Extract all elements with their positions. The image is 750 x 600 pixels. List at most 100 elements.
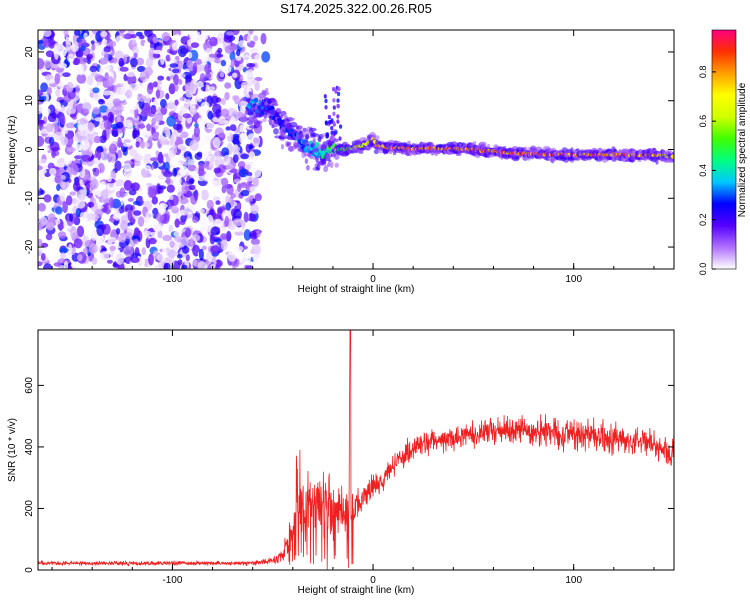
noise-blob bbox=[100, 251, 110, 261]
noise-blob bbox=[144, 165, 152, 171]
noise-blob bbox=[189, 98, 196, 109]
noise-blob bbox=[92, 167, 100, 177]
noise-blob bbox=[120, 220, 128, 232]
colorbar-tick-label: 0.2 bbox=[698, 213, 708, 226]
noise-blob bbox=[130, 57, 138, 68]
noise-blob bbox=[133, 200, 141, 206]
noise-blob bbox=[71, 263, 78, 269]
noise-blob bbox=[245, 164, 251, 170]
ridge-streak bbox=[336, 98, 340, 103]
noise-blob bbox=[245, 69, 255, 78]
noise-blob bbox=[180, 214, 187, 223]
noise-blob bbox=[235, 249, 243, 259]
noise-blob bbox=[201, 245, 207, 251]
noise-blob bbox=[189, 236, 194, 248]
noise-blob bbox=[53, 262, 62, 267]
noise-blob bbox=[202, 118, 208, 125]
noise-blob bbox=[249, 48, 259, 54]
ridge-halo bbox=[262, 118, 267, 122]
noise-blob bbox=[210, 245, 220, 254]
noise-blob bbox=[233, 154, 239, 164]
noise-blob bbox=[206, 251, 212, 261]
noise-blob bbox=[39, 170, 45, 181]
noise-blob bbox=[210, 226, 221, 236]
noise-blob bbox=[115, 105, 123, 117]
noise-blob bbox=[136, 95, 147, 102]
noise-blob bbox=[83, 134, 89, 145]
y-tick-label: 400 bbox=[24, 438, 35, 455]
noise-blob bbox=[62, 201, 68, 214]
noise-blob bbox=[160, 106, 168, 115]
noise-blob bbox=[173, 74, 179, 86]
noise-blob bbox=[180, 236, 189, 246]
noise-blob bbox=[240, 189, 250, 197]
noise-blob bbox=[162, 246, 167, 259]
noise-blob bbox=[224, 215, 230, 227]
ridge-streak bbox=[324, 105, 328, 110]
ridge-streak bbox=[337, 86, 341, 92]
noise-blob bbox=[180, 210, 188, 216]
noise-blob bbox=[55, 101, 62, 112]
snr-plot-area bbox=[38, 330, 674, 570]
noise-blob bbox=[201, 56, 209, 64]
noise-blob bbox=[42, 30, 52, 38]
noise-blob bbox=[194, 167, 200, 172]
noise-blob bbox=[97, 149, 102, 161]
noise-blob bbox=[63, 30, 69, 38]
noise-blob bbox=[123, 33, 133, 40]
noise-blob bbox=[125, 89, 133, 99]
noise-blob bbox=[254, 42, 261, 49]
noise-blob bbox=[67, 53, 75, 63]
noise-blob bbox=[174, 83, 179, 92]
noise-blob bbox=[252, 177, 259, 187]
noise-blob bbox=[179, 106, 187, 113]
noise-blob bbox=[108, 143, 118, 155]
noise-blob bbox=[83, 212, 88, 219]
noise-blob bbox=[220, 59, 227, 67]
noise-blob bbox=[43, 194, 52, 203]
noise-blob bbox=[235, 55, 242, 61]
colorbar-ticks: 0.0 0.2 0.4 0.6 0.8 bbox=[698, 66, 716, 275]
noise-blob bbox=[145, 211, 154, 220]
noise-blob bbox=[166, 175, 171, 186]
noise-blob bbox=[249, 186, 257, 193]
ridge-streak bbox=[338, 136, 342, 141]
noise-blob bbox=[38, 223, 44, 231]
noise-blob bbox=[133, 154, 143, 162]
noise-blob bbox=[134, 159, 141, 167]
noise-blob bbox=[169, 240, 175, 248]
noise-blob bbox=[223, 154, 231, 165]
noise-blob bbox=[239, 124, 245, 133]
noise-blob bbox=[192, 62, 198, 75]
noise-blob bbox=[230, 115, 236, 127]
ridge-halo bbox=[574, 157, 581, 161]
ridge-streak bbox=[332, 111, 336, 117]
noise-blob bbox=[51, 238, 61, 244]
ridge-halo bbox=[249, 125, 258, 129]
ridge-halo bbox=[289, 121, 298, 128]
noise-blob bbox=[193, 126, 200, 138]
noise-blob bbox=[192, 216, 199, 224]
noise-blob bbox=[230, 192, 236, 199]
noise-blob bbox=[47, 213, 56, 223]
noise-blob bbox=[38, 145, 42, 153]
noise-blob bbox=[160, 98, 167, 108]
colorbar-tick-label: 0.4 bbox=[698, 164, 708, 177]
noise-blob bbox=[220, 233, 228, 240]
noise-blob bbox=[250, 204, 259, 215]
noise-blob bbox=[107, 85, 115, 92]
y-tick-label: 0 bbox=[24, 567, 35, 573]
noise-blob bbox=[66, 195, 73, 206]
ridge-halo bbox=[304, 158, 309, 165]
noise-blob bbox=[160, 54, 165, 66]
noise-blob bbox=[186, 59, 194, 69]
ridge-halo bbox=[333, 138, 339, 143]
ridge-halo bbox=[328, 159, 332, 163]
noise-blob bbox=[248, 195, 255, 200]
noise-blob bbox=[245, 175, 254, 182]
noise-blob bbox=[179, 220, 186, 226]
noise-blob bbox=[136, 57, 145, 66]
noise-blob bbox=[101, 189, 109, 200]
noise-blob bbox=[123, 139, 131, 144]
noise-blob bbox=[206, 214, 214, 226]
